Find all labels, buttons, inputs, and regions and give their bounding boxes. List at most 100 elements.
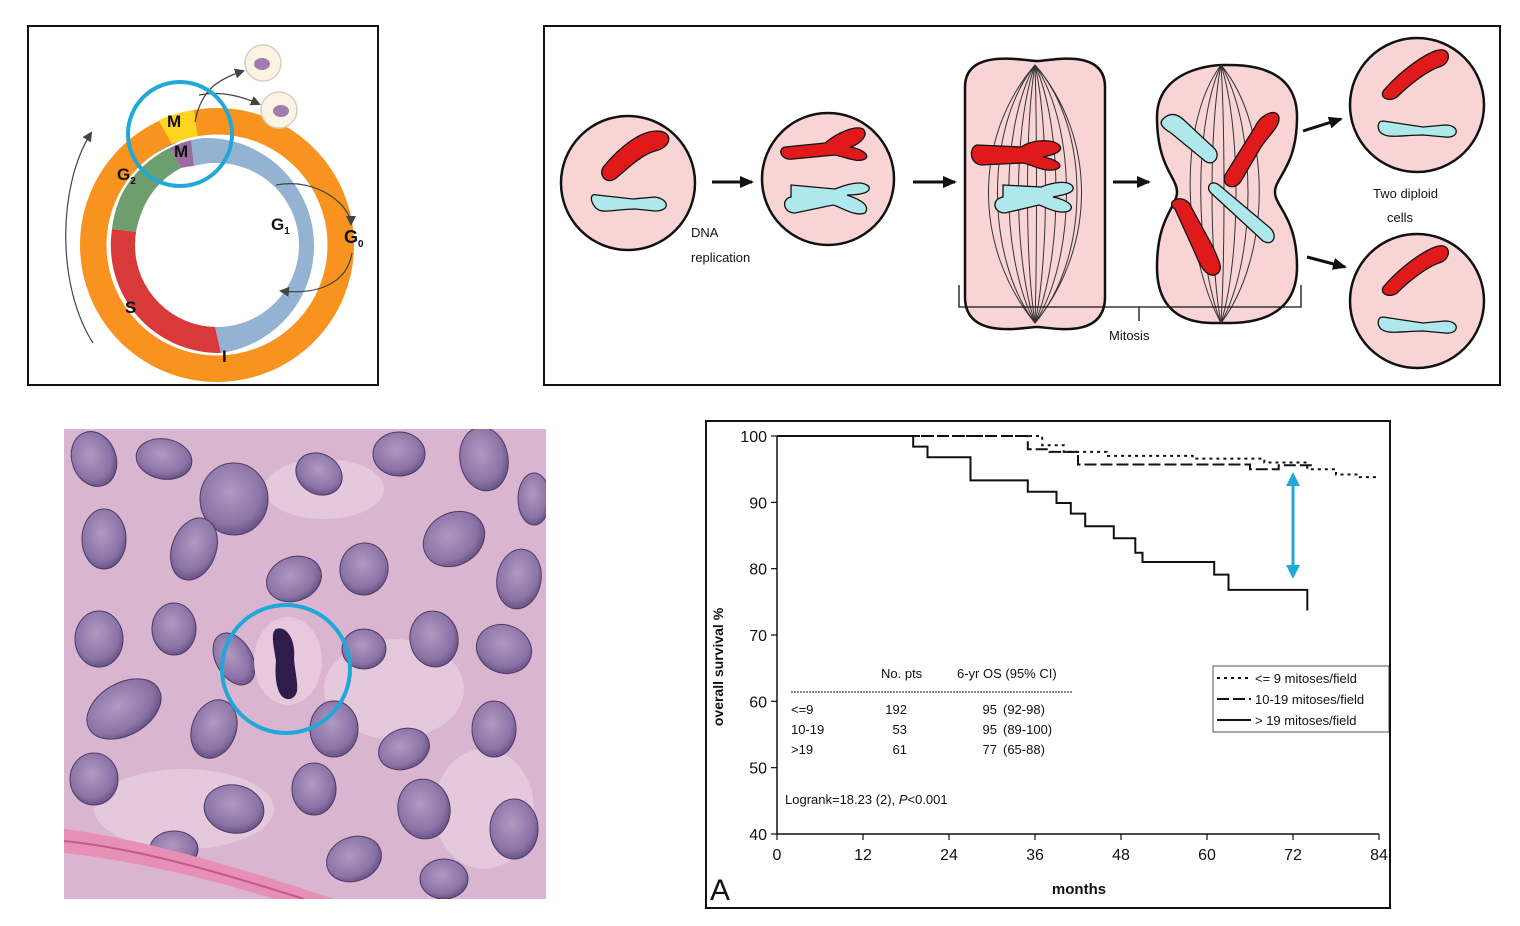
collagen-band	[64, 829, 334, 899]
spindle-fibers	[988, 64, 1082, 324]
nucleus	[70, 431, 118, 487]
g0-return-arrow	[279, 252, 353, 297]
nucleus	[326, 835, 382, 883]
mitosis-label: Mitosis	[1109, 328, 1150, 343]
nucleus	[199, 462, 269, 536]
cell-metaphase	[963, 57, 1107, 331]
nucleus	[151, 602, 197, 656]
table-os: 95	[983, 722, 997, 737]
nucleus	[475, 623, 533, 675]
m-phase-segment	[158, 110, 198, 145]
nucleus	[295, 452, 343, 496]
nucleus	[291, 762, 337, 816]
histology-micrograph	[64, 429, 546, 899]
g2-segment	[112, 145, 181, 232]
nucleus	[496, 548, 542, 610]
table-group: 10-19	[791, 722, 824, 737]
inner-m-segment	[169, 139, 194, 168]
nucleus	[190, 699, 238, 759]
table-ci: (89-100)	[1003, 722, 1052, 737]
two-diploid-label: Two diploid	[1373, 186, 1438, 201]
nucleus	[341, 628, 387, 670]
g0-label: G0	[344, 227, 364, 250]
blue-chromosome-pair	[784, 182, 870, 215]
dna-label: DNA	[691, 225, 719, 240]
table-os: 95	[983, 702, 997, 717]
mitosis-highlight-circle	[220, 603, 352, 735]
mitosis-bracket	[958, 285, 1302, 321]
y-tick-label: 50	[749, 761, 767, 778]
x-tick-label: 24	[940, 847, 958, 864]
interphase-ring	[80, 108, 354, 382]
replication-label: replication	[691, 250, 750, 265]
red-chromosome	[601, 130, 670, 182]
cell-before-replication	[559, 114, 697, 252]
red-chromosome-aligned	[970, 140, 1062, 171]
x-tick-label: 0	[773, 847, 782, 864]
g1-label: G1	[271, 215, 290, 237]
y-tick-label: 100	[740, 429, 767, 446]
nucleus	[419, 858, 469, 899]
red-chromatid-top	[1223, 111, 1280, 188]
i-label: I	[222, 347, 227, 366]
daughter-cell-1	[244, 44, 282, 82]
s-segment	[110, 229, 221, 354]
daughter-cell-2	[260, 91, 298, 129]
table-n: 61	[893, 742, 907, 757]
table-ci: (92-98)	[1003, 702, 1045, 717]
blue-chromosome-aligned	[994, 181, 1074, 214]
survival-chart-svg: 40 50 60 70 80 90 100 0 12 24 36 48 60 72 84 overall s…	[710, 429, 1389, 907]
nucleus	[517, 472, 546, 526]
red-chromosome-pair	[780, 127, 868, 161]
blue-chromosome	[590, 193, 667, 212]
nucleus	[459, 429, 509, 492]
nucleus	[378, 727, 430, 771]
histology-svg	[64, 429, 546, 899]
m-inner-label: M	[174, 142, 188, 161]
g1-segment	[191, 137, 315, 353]
nucleus	[69, 752, 119, 806]
nucleus	[397, 778, 451, 840]
y-tick-label: 40	[749, 827, 767, 844]
nucleus	[339, 542, 389, 596]
g2-label: G2	[117, 165, 136, 187]
table-n: 53	[893, 722, 907, 737]
survival-curve-solid	[777, 435, 1309, 611]
x-tick-label: 72	[1284, 847, 1302, 864]
g0-exit-arrow	[275, 183, 356, 226]
anaphase-spindle-fibers	[1189, 64, 1260, 324]
m-phase-highlight-circle	[126, 80, 234, 188]
mitotic-figure	[254, 617, 322, 705]
division-arrow-2	[198, 92, 261, 106]
table-header-pts: No. pts	[881, 666, 923, 681]
mitosis-svg: DNA replication	[559, 36, 1486, 370]
table-os: 77	[983, 742, 997, 757]
cell-cycle-svg: M M G2 G1 G0 S I	[65, 44, 364, 382]
y-tick-label: 60	[749, 694, 767, 711]
mitosis-diagram: DNA replication	[543, 25, 1501, 386]
x-tick-label: 48	[1112, 847, 1130, 864]
summary-table: No. pts 6-yr OS (95% CI) <=9 192 95 (92-…	[785, 666, 1073, 807]
nucleus	[372, 431, 426, 477]
y-tick-label: 70	[749, 628, 767, 645]
y-tick-label: 80	[749, 562, 767, 579]
nucleus	[266, 555, 322, 603]
nucleus	[74, 610, 124, 668]
daughter-diploid-cell-1	[1348, 36, 1486, 174]
arrow-to-daughter-1	[1302, 116, 1343, 133]
nucleus	[471, 700, 517, 758]
division-arrow-1	[194, 68, 245, 123]
table-ci: (65-88)	[1003, 742, 1045, 757]
nucleus	[489, 798, 539, 860]
table-group: <=9	[791, 702, 813, 717]
m-outer-label: M	[167, 112, 181, 131]
survival-curve-dashed	[777, 435, 1315, 471]
table-group: >19	[791, 742, 813, 757]
nucleus	[86, 678, 162, 740]
nucleus	[170, 517, 218, 581]
cell-after-replication	[760, 111, 896, 247]
x-tick-label: 60	[1198, 847, 1216, 864]
cell-nuclei	[69, 429, 546, 899]
survival-chart: 40 50 60 70 80 90 100 0 12 24 36 48 60 72 84 overall s…	[705, 420, 1391, 909]
nucleus	[135, 438, 193, 480]
